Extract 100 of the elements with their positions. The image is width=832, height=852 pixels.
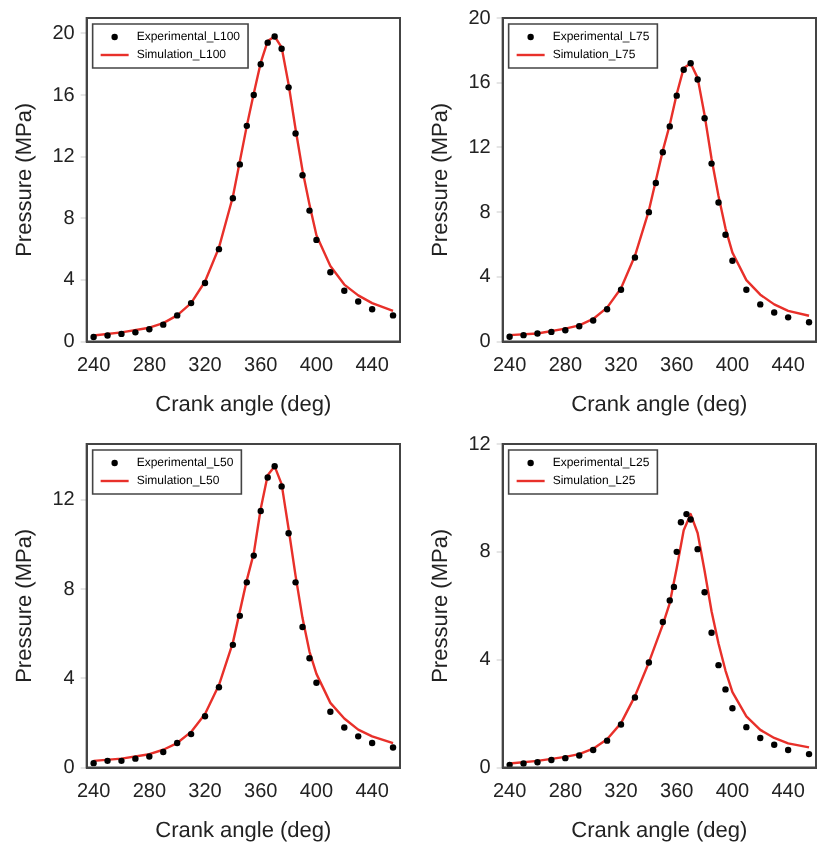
point: [215, 245, 223, 253]
point: [743, 286, 750, 294]
y-axis-title: Pressure (MPa): [13, 102, 38, 257]
point: [722, 686, 729, 693]
x-tick-label: 440: [355, 355, 390, 378]
x-tick-label: 280: [132, 781, 167, 804]
point: [708, 160, 715, 167]
point: [757, 301, 764, 308]
point: [729, 257, 736, 264]
point: [299, 171, 306, 179]
point: [132, 755, 139, 762]
point: [701, 115, 708, 122]
y-tick-label: 12: [468, 136, 492, 159]
y-tick-label: 12: [52, 489, 76, 512]
x-tick-label: 320: [188, 781, 223, 804]
y-tick-label: 8: [63, 578, 76, 601]
x-tick-label: 320: [604, 355, 639, 378]
y-tick-label: 16: [52, 84, 76, 107]
y-axis-title: Pressure (MPa): [429, 102, 454, 257]
point: [187, 730, 195, 738]
point: [271, 33, 278, 40]
point: [631, 254, 639, 261]
point: [652, 179, 660, 187]
y-tick-label: 8: [479, 541, 492, 564]
point: [506, 333, 513, 340]
y-tick-label: 12: [52, 146, 76, 169]
point: [104, 332, 111, 339]
x-axis-title: Crank angle (deg): [155, 818, 332, 843]
point: [355, 733, 362, 740]
point: [506, 761, 513, 768]
x-tick-label: 360: [244, 355, 279, 378]
x-axis-title: Crank angle (deg): [571, 392, 748, 417]
x-tick-label: 440: [771, 781, 806, 804]
point: [771, 309, 778, 316]
point: [236, 612, 244, 620]
point: [355, 298, 362, 305]
point: [250, 552, 257, 559]
point: [327, 269, 334, 276]
point: [708, 629, 715, 636]
point: [271, 463, 278, 470]
y-axis-title: Pressure (MPa): [13, 528, 38, 683]
y-tick-label: 16: [468, 72, 492, 95]
x-tick-label: 400: [299, 781, 334, 804]
y-tick-label: 12: [468, 433, 492, 456]
point: [292, 579, 299, 586]
x-tick-label: 360: [244, 781, 279, 804]
point: [243, 579, 251, 586]
point: [694, 545, 701, 553]
point: [389, 744, 397, 751]
point: [743, 723, 750, 731]
point: [548, 756, 555, 764]
point: [173, 739, 181, 747]
point: [389, 312, 397, 319]
point: [617, 286, 625, 294]
point: [229, 195, 237, 202]
point: [243, 122, 251, 130]
point: [264, 474, 271, 481]
point: [603, 737, 611, 744]
point: [306, 207, 313, 214]
point: [589, 317, 597, 324]
y-axis-title: Pressure (MPa): [429, 528, 454, 683]
y-tick-label: 4: [63, 269, 76, 292]
y-tick-label: 0: [479, 757, 492, 780]
x-tick-label: 360: [660, 355, 695, 378]
point: [659, 618, 667, 626]
point: [784, 746, 792, 754]
point: [784, 314, 792, 321]
point: [313, 236, 320, 244]
point: [118, 757, 125, 765]
y-tick-label: 4: [63, 667, 76, 690]
point: [520, 760, 527, 767]
point: [229, 641, 237, 649]
point: [278, 483, 285, 490]
point: [173, 312, 181, 319]
x-axis-title: Crank angle (deg): [571, 818, 748, 843]
point: [757, 734, 764, 742]
point: [368, 739, 376, 747]
point: [548, 328, 555, 336]
point: [160, 321, 167, 328]
point: [201, 713, 209, 720]
point: [701, 589, 708, 596]
x-tick-label: 240: [76, 355, 112, 378]
point: [313, 679, 320, 686]
y-tick-label: 0: [479, 331, 492, 354]
point: [694, 76, 701, 83]
y-tick-label: 20: [468, 7, 492, 30]
point: [576, 323, 583, 330]
point: [236, 161, 244, 168]
x-tick-label: 400: [299, 355, 334, 378]
x-tick-label: 440: [355, 781, 390, 804]
point: [90, 333, 97, 341]
point: [589, 746, 597, 754]
point: [215, 684, 223, 691]
y-tick-label: 8: [63, 207, 76, 230]
point: [160, 748, 167, 756]
point: [645, 659, 653, 666]
point: [285, 530, 292, 537]
point: [677, 519, 685, 526]
point: [680, 66, 687, 73]
point: [562, 327, 569, 334]
